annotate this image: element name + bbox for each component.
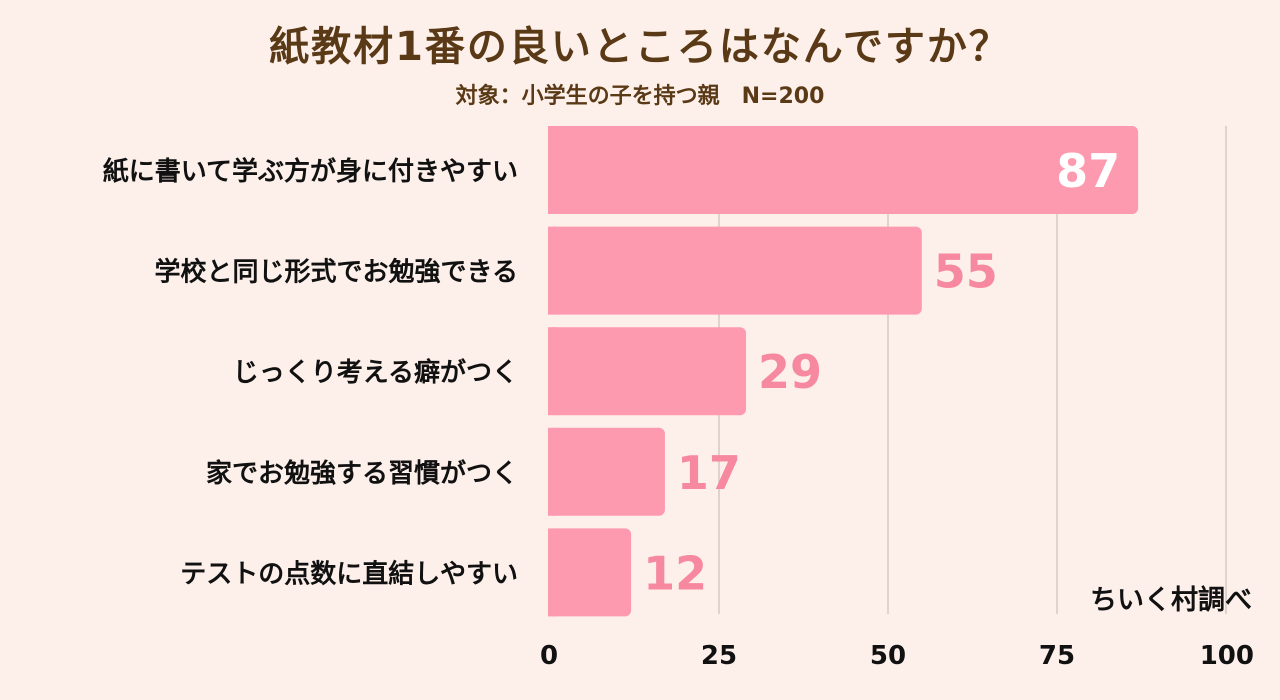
bar [548,427,665,516]
category-label: 家でお勉強する習慣がつく [206,458,518,489]
value-label: 12 [643,546,707,600]
bar [548,327,747,416]
value-label: 55 [934,245,998,299]
bar-base [548,226,556,315]
value-label: 17 [677,446,741,500]
x-tick-label: 75 [1039,641,1075,671]
category-label: 学校と同じ形式でお勉強できる [155,257,518,288]
value-label: 87 [1056,144,1120,198]
credit-label: ちいく村調べ [1090,585,1252,616]
chart-title: 紙教材1番の良いところはなんですか？ [269,24,1011,70]
bars [548,126,1139,617]
category-label: テストの点数に直結しやすい [180,558,518,589]
category-labels: 紙に書いて学ぶ方が身に付きやすい学校と同じ形式でお勉強できるじっくり考える癖がつ… [103,156,518,589]
x-tick-label: 0 [540,641,558,671]
x-tick-label: 25 [701,641,737,671]
bar [548,528,632,617]
x-tick-labels: 0 25 50 75 100 [540,641,1254,671]
bar-base [548,126,556,214]
x-tick-label: 100 [1200,641,1254,671]
category-label: じっくり考える癖がつく [233,357,518,388]
bar [548,226,922,315]
category-label: 紙に書いて学ぶ方が身に付きやすい [103,156,518,187]
value-labels: 87 55 29 17 12 [643,144,1120,600]
bar-base [548,327,556,416]
bar [548,126,1139,214]
bar-base [548,427,556,516]
x-tick-label: 50 [870,641,906,671]
chart-subtitle: 対象：小学生の子を持つ親 N=200 [455,84,825,109]
value-label: 29 [758,345,822,399]
bar-base [548,528,556,617]
